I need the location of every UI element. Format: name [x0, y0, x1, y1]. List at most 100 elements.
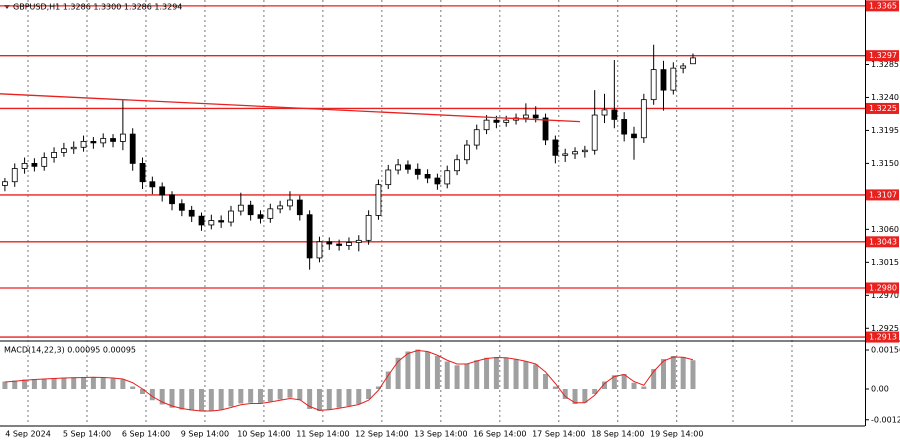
- macd-bar: [631, 382, 637, 389]
- candle-body: [208, 220, 215, 226]
- candle-body: [464, 144, 470, 161]
- x-tick-label: 19 Sep 14:00: [650, 430, 703, 439]
- macd-bar: [513, 359, 519, 389]
- candle-body: [159, 186, 166, 196]
- macd-bar: [336, 389, 342, 408]
- candle-body: [326, 241, 333, 245]
- macd-bar: [543, 374, 549, 389]
- candle-body: [178, 203, 185, 211]
- candle-body: [139, 163, 146, 183]
- macd-bar: [385, 371, 391, 389]
- candle-body: [562, 153, 569, 156]
- macd-bar: [41, 378, 47, 389]
- candle-body: [267, 208, 274, 219]
- macd-bar: [277, 389, 283, 400]
- macd-bar: [287, 389, 293, 398]
- macd-bar: [651, 369, 657, 389]
- macd-bar: [71, 377, 77, 389]
- macd-bar: [159, 389, 165, 405]
- candle-body: [660, 69, 667, 91]
- macd-bar: [130, 386, 136, 389]
- macd-bar: [444, 361, 450, 389]
- candle-body: [572, 151, 578, 155]
- x-tick-label: 4 Sep 2024: [5, 430, 51, 439]
- macd-bar: [316, 389, 322, 411]
- candle-body: [247, 204, 254, 216]
- indicator-title: MACD(14,22,3) 0.00095 0.00095: [4, 346, 136, 355]
- candle-body: [51, 152, 57, 158]
- candle-body: [640, 99, 647, 139]
- level-label-box: [866, 102, 899, 114]
- candle-body: [650, 69, 657, 101]
- macd-bar: [670, 356, 676, 389]
- candle-body: [424, 173, 431, 179]
- candle-body: [21, 163, 28, 169]
- macd-bar: [660, 359, 666, 389]
- x-tick-label: 16 Sep 14:00: [473, 430, 526, 439]
- macd-bar: [208, 389, 214, 411]
- candle-body: [287, 199, 293, 207]
- macd-bar: [395, 357, 401, 389]
- candle-body: [522, 114, 529, 119]
- candle-body: [444, 170, 451, 185]
- macd-bar: [621, 374, 627, 389]
- candle-body: [11, 168, 18, 183]
- level-label-box: [866, 50, 899, 62]
- level-label-box: [866, 282, 899, 294]
- level-label: 1.2913: [869, 333, 897, 342]
- x-tick-label: 6 Sep 14:00: [122, 430, 170, 439]
- candle-body: [306, 214, 313, 259]
- candle-body: [670, 67, 677, 91]
- macd-bar: [680, 357, 686, 389]
- macd-bar: [552, 386, 558, 389]
- y-tick-label: 1.3060: [871, 225, 899, 234]
- candle-body: [100, 138, 107, 144]
- x-tick-label: 17 Sep 14:00: [532, 430, 585, 439]
- macd-bar: [572, 389, 578, 404]
- x-tick-label: 13 Sep 14:00: [414, 430, 467, 439]
- chart-title: GBPUSD,H1 1.3286 1.3300 1.3286 1.3294: [13, 3, 182, 12]
- x-tick-label: 11 Sep 14:00: [296, 430, 349, 439]
- candle-body: [31, 163, 38, 167]
- macd-bar: [189, 389, 195, 411]
- x-tick-label: 12 Sep 14:00: [355, 430, 408, 439]
- candle-body: [188, 209, 195, 217]
- macd-bar: [140, 389, 146, 394]
- macd-bar: [218, 389, 224, 410]
- macd-bar: [562, 389, 568, 399]
- level-label-box: [866, 331, 899, 343]
- candle-body: [277, 205, 284, 210]
- macd-bar: [61, 377, 67, 389]
- macd-bar: [434, 356, 440, 389]
- x-tick-label: 18 Sep 14:00: [591, 430, 644, 439]
- x-tick-label: 9 Sep 14:00: [181, 430, 229, 439]
- macd-bar: [12, 380, 18, 389]
- macd-bar: [100, 377, 106, 389]
- level-label: 1.3043: [869, 237, 897, 246]
- candle-body: [198, 215, 205, 226]
- macd-bar: [356, 389, 362, 404]
- macd-bar: [405, 351, 411, 389]
- macd-bar: [641, 386, 647, 389]
- macd-bar: [346, 389, 352, 406]
- macd-bar: [81, 377, 87, 389]
- macd-bar: [2, 381, 8, 389]
- x-tick-label: 10 Sep 14:00: [237, 430, 290, 439]
- macd-bar: [31, 379, 37, 389]
- macd-bar: [297, 389, 303, 401]
- candle-body: [119, 133, 126, 142]
- macd-bar: [602, 381, 608, 389]
- candle-body: [296, 199, 303, 216]
- macd-bar: [611, 375, 617, 389]
- macd-bar: [326, 389, 332, 410]
- candle-body: [483, 119, 490, 131]
- macd-bar: [592, 389, 598, 394]
- macd-bar: [474, 360, 480, 389]
- macd-bar: [120, 379, 126, 389]
- macd-bar: [464, 364, 470, 389]
- candle-body: [129, 133, 136, 164]
- level-label: 1.3225: [869, 104, 897, 113]
- y-tick-label: 1.2970: [871, 291, 899, 300]
- y-tick-label: 1.2925: [871, 324, 899, 333]
